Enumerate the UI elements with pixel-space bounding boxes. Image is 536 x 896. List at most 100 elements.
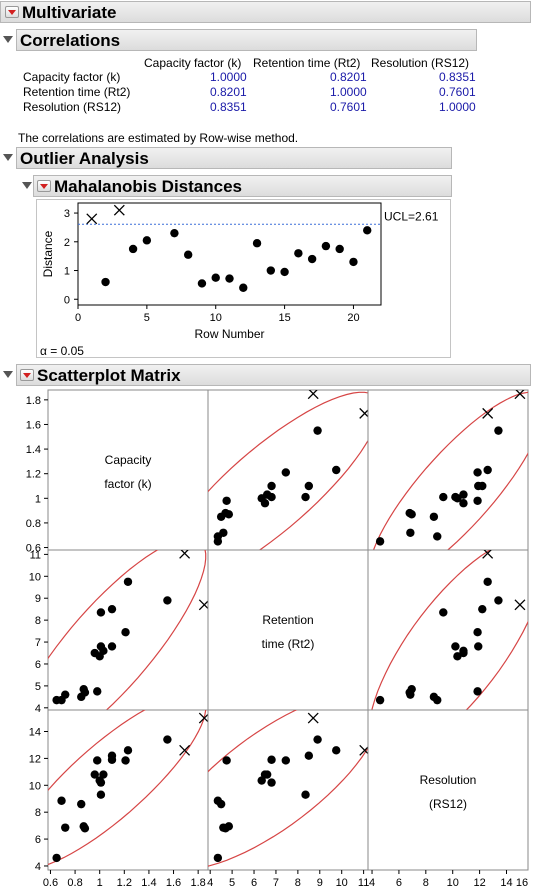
data-point <box>433 532 442 541</box>
outlier-point <box>359 407 368 419</box>
data-point <box>294 249 303 258</box>
x-tick-label: 4 <box>207 877 213 889</box>
diagonal-variable-label: Capacity <box>105 453 152 467</box>
multivariate-header[interactable]: Multivariate <box>0 1 531 23</box>
data-point <box>267 481 276 491</box>
outlier-point <box>307 712 319 724</box>
corr-value: 0.7601 <box>439 85 476 99</box>
data-point <box>332 465 341 475</box>
data-point <box>216 799 226 809</box>
outlier-point <box>179 744 191 756</box>
correlations-header[interactable]: Correlations <box>16 29 477 51</box>
data-point <box>473 468 482 477</box>
x-tick-label: 4 <box>369 877 375 889</box>
multivariate-title: Multivariate <box>22 3 117 22</box>
y-tick-label: 0.6 <box>26 543 41 555</box>
scatterplot-matrix-header[interactable]: Scatterplot Matrix <box>16 364 531 386</box>
x-marker-stroke <box>179 744 191 756</box>
corr-row-label: Resolution (RS12) <box>23 100 122 114</box>
data-point <box>107 751 117 760</box>
matrix-cell <box>207 709 369 871</box>
data-point <box>281 468 291 477</box>
y-tick-label: 3 <box>64 208 70 220</box>
y-tick-label: 8 <box>35 615 41 627</box>
data-point <box>121 627 130 637</box>
scatter-disclosure-icon[interactable] <box>3 371 13 378</box>
data-point <box>90 648 99 658</box>
outlier-disclosure-icon[interactable] <box>3 154 13 161</box>
alpha-label: α = 0.05 <box>40 344 84 358</box>
x-tick-label: 16 <box>516 877 528 889</box>
data-point <box>473 496 482 505</box>
data-point <box>128 244 138 254</box>
diagonal-variable-label: (RS12) <box>429 797 467 811</box>
y-tick-label: 0 <box>64 294 70 306</box>
outlier-point <box>307 390 319 400</box>
correlations-disclosure-icon[interactable] <box>3 36 13 43</box>
x-tick-label: 6 <box>396 877 402 889</box>
y-axis-label: Distance <box>41 230 55 277</box>
correlations-title: Correlations <box>20 31 121 50</box>
outlier-point <box>482 550 494 559</box>
y-tick-label: 12 <box>29 753 41 765</box>
y-tick-label: 9 <box>35 593 41 605</box>
multivariate-menu-button[interactable] <box>5 6 19 18</box>
outlier-point <box>359 744 368 756</box>
x-tick-label: 0.6 <box>43 877 58 889</box>
data-point <box>439 492 448 502</box>
data-point <box>483 577 492 586</box>
x-tick-label: 1.4 <box>141 877 156 889</box>
mahalanobis-header[interactable]: Mahalanobis Distances <box>33 175 452 197</box>
data-point <box>80 688 90 697</box>
data-point <box>459 490 468 499</box>
data-point <box>183 250 193 259</box>
data-point <box>478 604 487 614</box>
scatterplot-menu-button[interactable] <box>20 369 34 381</box>
y-tick-label: 1.8 <box>26 395 41 407</box>
x-tick-label: 0.8 <box>67 877 82 889</box>
y-tick-label: 14 <box>29 727 41 739</box>
x-marker-stroke <box>86 213 98 225</box>
data-point <box>313 735 322 744</box>
x-tick-label: 1.8 <box>191 877 206 889</box>
data-point <box>321 241 331 251</box>
data-point <box>451 492 460 502</box>
ucl-label: UCL=2.61 <box>384 209 439 223</box>
x-marker-stroke <box>307 390 318 400</box>
outlier-point <box>514 599 526 611</box>
y-tick-label: 1 <box>64 266 70 278</box>
data-point <box>483 465 492 475</box>
data-point <box>163 596 172 605</box>
y-tick-label: 6 <box>35 659 41 671</box>
data-point <box>90 770 99 779</box>
x-tick-label: 10 <box>447 877 459 889</box>
mahalanobis-disclosure-icon[interactable] <box>22 182 32 189</box>
corr-row-label: Capacity factor (k) <box>23 70 121 84</box>
data-point <box>332 746 341 755</box>
data-point <box>473 627 482 637</box>
data-point <box>96 778 106 787</box>
density-ellipse <box>48 710 207 866</box>
data-point <box>429 692 439 702</box>
outlier-analysis-header[interactable]: Outlier Analysis <box>16 147 452 169</box>
x-marker-stroke <box>482 407 494 419</box>
data-point <box>107 604 117 614</box>
y-tick-label: 10 <box>29 780 41 792</box>
cell-plot <box>208 710 368 867</box>
y-tick-label: 1.6 <box>26 419 41 431</box>
data-point <box>211 273 220 282</box>
corr-col-header: Capacity factor (k) <box>144 56 242 70</box>
data-point <box>313 426 322 435</box>
x-tick-label: 15 <box>278 312 290 324</box>
x-tick-label: 9 <box>317 877 323 889</box>
cell-plot <box>372 390 528 550</box>
mahalanobis-menu-button[interactable] <box>37 180 51 192</box>
data-point <box>57 796 66 805</box>
data-point <box>252 239 262 248</box>
scatterplot-matrix: Capacity factor (k) Retention time (Rt2) Res… <box>26 389 529 889</box>
data-point <box>52 853 61 863</box>
x-tick-label: 11 <box>358 877 369 889</box>
data-point <box>304 481 314 491</box>
corr-value: 0.8201 <box>210 85 247 99</box>
corr-col-header: Retention time (Rt2) <box>253 56 361 70</box>
